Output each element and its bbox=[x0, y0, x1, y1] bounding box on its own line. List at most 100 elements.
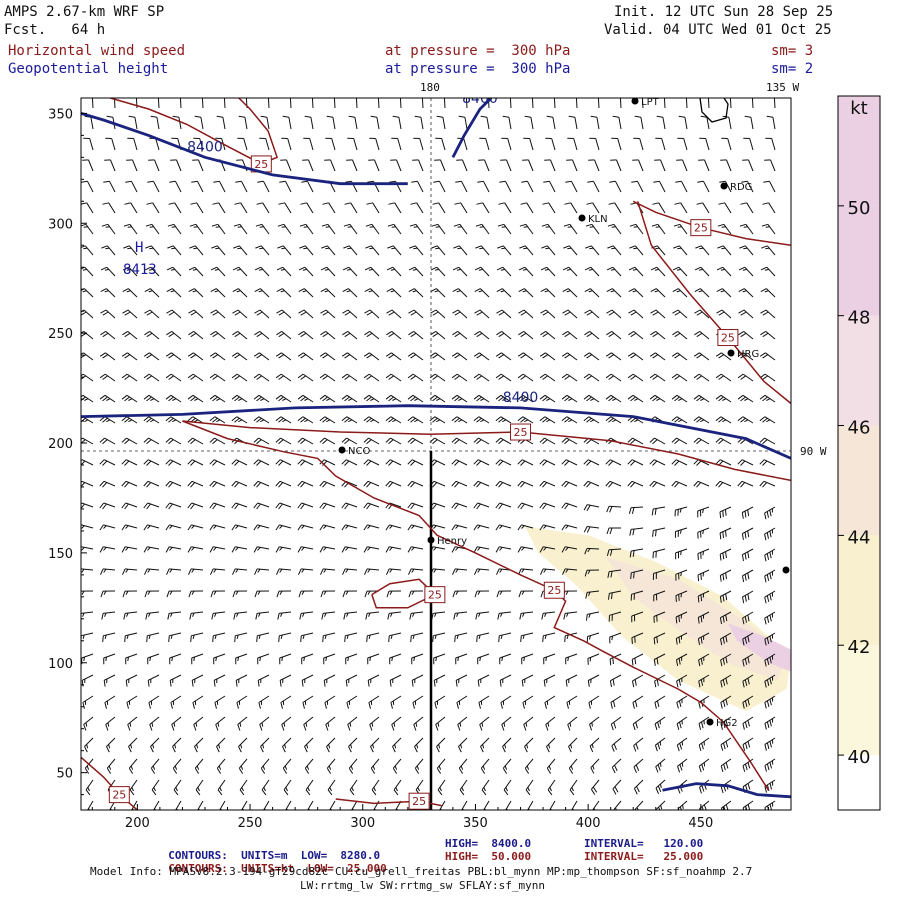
footer-model-info: Model Info: MPASv8.2.3-194-gf29cd82c CU:… bbox=[90, 865, 753, 878]
wind-barb bbox=[742, 695, 754, 709]
wind-barb bbox=[527, 800, 534, 810]
wind-barb bbox=[81, 590, 94, 595]
wind-barb bbox=[718, 202, 732, 214]
wind-barb bbox=[365, 223, 380, 235]
wind-barb bbox=[675, 632, 688, 645]
wind-barb bbox=[146, 202, 160, 214]
wind-barb bbox=[106, 737, 116, 753]
wind-barb bbox=[547, 779, 556, 796]
wind-barb bbox=[759, 394, 776, 403]
wind-barb bbox=[109, 800, 116, 810]
wind-barb bbox=[451, 502, 468, 510]
wind-barb bbox=[719, 611, 732, 624]
wind-barb bbox=[628, 266, 644, 277]
wind-barb bbox=[761, 223, 776, 235]
wind-barb bbox=[325, 716, 336, 731]
wind-barb bbox=[386, 266, 402, 277]
wind-barb bbox=[386, 568, 402, 575]
wind-barb bbox=[147, 653, 160, 665]
wind-barb bbox=[188, 568, 204, 575]
wind-barb bbox=[518, 288, 534, 298]
wind-barb bbox=[253, 352, 270, 361]
wind-barb bbox=[453, 245, 468, 256]
wind-barb bbox=[523, 137, 534, 151]
wind-barb bbox=[500, 159, 512, 172]
wind-barb bbox=[104, 159, 116, 172]
wind-barb bbox=[759, 459, 776, 466]
wind-barb bbox=[697, 180, 710, 193]
wind-barb bbox=[343, 223, 358, 235]
wind-barb bbox=[232, 266, 248, 277]
wind-barb bbox=[104, 695, 116, 709]
wind-barb bbox=[234, 632, 248, 643]
wind-barb bbox=[565, 180, 578, 193]
wind-barb bbox=[365, 245, 380, 256]
wind-barb bbox=[231, 352, 248, 361]
wind-barb bbox=[407, 352, 424, 361]
wind-barb bbox=[737, 416, 754, 424]
colorbar-tick-label: 46 bbox=[848, 418, 871, 439]
footer-speed-high: HIGH= 50.000 bbox=[445, 850, 532, 863]
wind-barb bbox=[742, 590, 754, 604]
wind-barb bbox=[321, 245, 336, 256]
wind-barb bbox=[253, 546, 270, 553]
wind-barb bbox=[414, 758, 424, 774]
wind-barb bbox=[561, 502, 578, 510]
wind-barb bbox=[451, 480, 468, 488]
wind-barb bbox=[693, 480, 710, 488]
wind-barb bbox=[519, 611, 534, 620]
colorbar-frame bbox=[837, 95, 881, 811]
wind-barb bbox=[590, 779, 600, 795]
wind-barb bbox=[408, 568, 424, 575]
wind-barb bbox=[194, 737, 204, 753]
wind-barb bbox=[520, 632, 534, 643]
wind-barb bbox=[170, 159, 182, 172]
wind-barb bbox=[280, 159, 292, 172]
wind-barb bbox=[606, 309, 622, 319]
wind-barb bbox=[121, 459, 138, 466]
station-hg2: HG2 bbox=[706, 718, 738, 729]
wind-barb bbox=[326, 758, 336, 774]
wind-barb bbox=[605, 373, 622, 382]
wind-barb bbox=[169, 674, 182, 687]
wind-barb bbox=[415, 779, 424, 796]
wind-barb bbox=[232, 590, 248, 598]
wind-barb bbox=[385, 394, 402, 403]
wind-barb bbox=[209, 524, 226, 531]
wind-barb bbox=[517, 502, 534, 510]
wind-barb bbox=[474, 330, 490, 340]
wind-barb bbox=[429, 437, 446, 445]
wind-barb bbox=[123, 611, 138, 620]
wind-barb bbox=[165, 459, 182, 466]
wind-barb bbox=[587, 674, 600, 687]
wind-barb bbox=[81, 459, 94, 466]
wind-barb bbox=[408, 330, 424, 340]
wind-barb bbox=[707, 98, 710, 109]
wind-barb bbox=[430, 288, 446, 298]
wind-speed-contour-label: 25 bbox=[108, 786, 130, 804]
wind-barb bbox=[82, 159, 94, 172]
wind-barb bbox=[260, 115, 270, 130]
height-contour bbox=[81, 112, 408, 186]
speed-shade-1 bbox=[606, 557, 787, 681]
wind-barb bbox=[561, 352, 578, 361]
wind-barb bbox=[561, 373, 578, 382]
wind-barb bbox=[561, 416, 578, 424]
wind-barb bbox=[385, 373, 402, 382]
wind-barb bbox=[590, 758, 600, 774]
wind-barb bbox=[611, 137, 622, 151]
wind-barb bbox=[232, 309, 248, 319]
wind-barb bbox=[606, 330, 622, 340]
wind-barb bbox=[699, 137, 710, 151]
wind-barb bbox=[253, 480, 270, 488]
x-tick-label: 200 bbox=[125, 816, 150, 831]
wind-barb bbox=[281, 716, 292, 731]
wind-barb bbox=[385, 352, 402, 361]
wind-barb bbox=[653, 632, 666, 645]
wind-barb bbox=[324, 695, 336, 709]
wind-barb bbox=[363, 373, 380, 382]
wind-barb bbox=[676, 674, 688, 688]
wind-barb bbox=[651, 506, 666, 516]
wind-barb bbox=[148, 159, 160, 172]
